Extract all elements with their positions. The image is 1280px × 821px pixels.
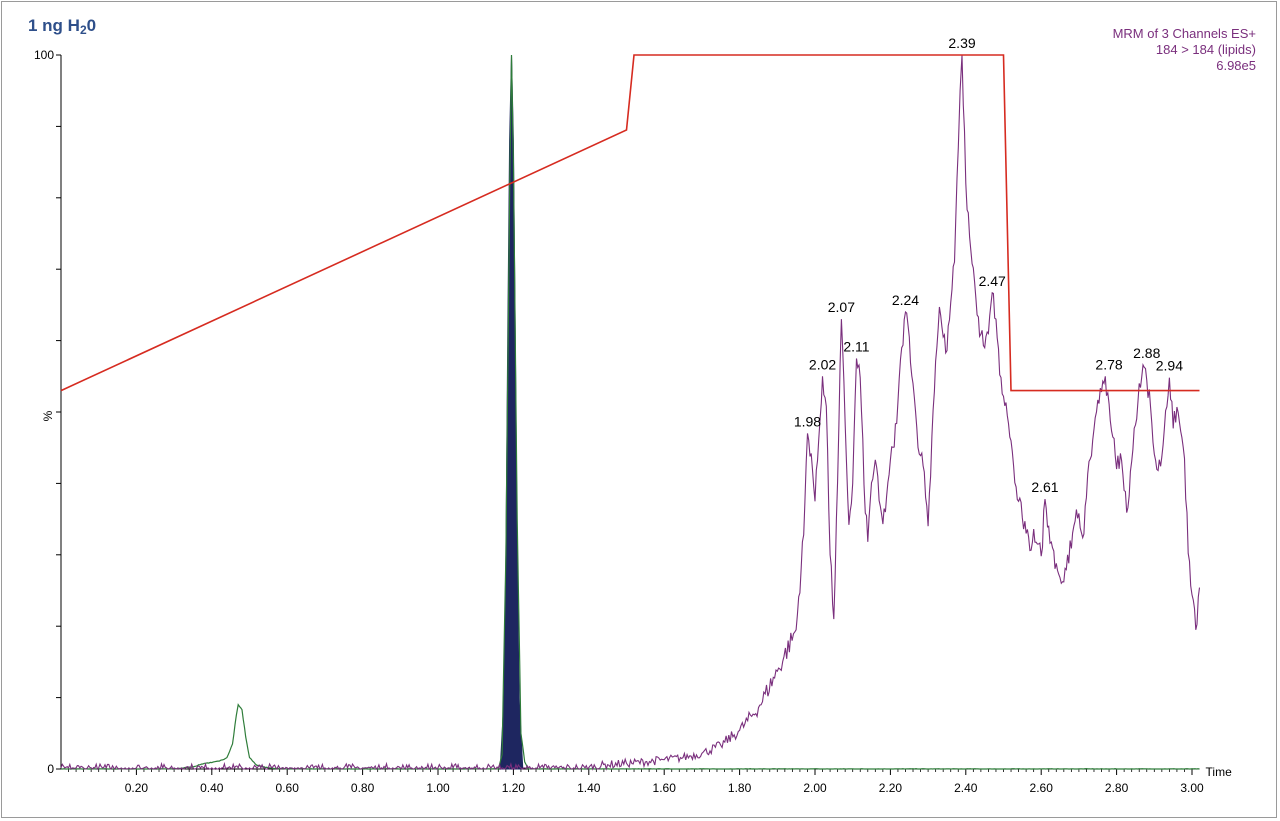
peak-label-2-24: 2.24 <box>892 292 919 308</box>
y-axis-label: % <box>41 410 55 421</box>
x-tick-label: 0.80 <box>351 781 375 795</box>
sample-title-subscript: 2 <box>79 23 87 37</box>
x-tick-label: 1.60 <box>653 781 677 795</box>
channel-info: MRM of 3 Channels ES+ <box>1112 26 1256 41</box>
peak-label-2-78: 2.78 <box>1095 356 1122 372</box>
sample-title-prefix: 1 ng H <box>28 16 80 35</box>
lipids-trace <box>60 54 1201 771</box>
green-trace <box>61 54 1200 770</box>
peak-label-2-39: 2.39 <box>948 35 975 51</box>
peak-label-2-94: 2.94 <box>1156 358 1183 374</box>
x-tick-label: 2.00 <box>803 781 827 795</box>
peak-label-2-02: 2.02 <box>809 356 836 372</box>
peak-label-2-07: 2.07 <box>828 299 855 315</box>
x-tick-label: 1.20 <box>502 781 526 795</box>
peak-label-2-88: 2.88 <box>1133 345 1160 361</box>
peak-label-2-47: 2.47 <box>979 273 1006 289</box>
x-tick-label: 0.60 <box>276 781 300 795</box>
x-tick-label: 1.40 <box>577 781 601 795</box>
sample-title: 1 ng H20 <box>28 16 96 37</box>
peak-label-2-61: 2.61 <box>1031 479 1058 495</box>
x-tick-label: 3.00 <box>1180 781 1204 795</box>
transition-info: 184 > 184 (lipids) <box>1155 42 1256 57</box>
peak-label-2-11: 2.11 <box>843 338 869 354</box>
x-tick-label: 2.60 <box>1030 781 1054 795</box>
peak-label-1-98: 1.98 <box>794 413 821 429</box>
x-tick-label: 2.40 <box>954 781 978 795</box>
gradient-trace <box>60 54 1200 392</box>
x-tick-label: 0.40 <box>200 781 224 795</box>
sample-title-suffix: 0 <box>86 16 97 35</box>
x-tick-label: 0.20 <box>125 781 149 795</box>
x-tick-label: 2.80 <box>1105 781 1129 795</box>
y-tick-label: 100 <box>34 48 54 62</box>
x-tick-label: 1.00 <box>426 781 450 795</box>
y-tick-label: 0 <box>47 762 54 776</box>
x-tick-label: 2.20 <box>879 781 903 795</box>
x-axis-label: Time <box>1206 765 1233 779</box>
intensity-info: 6.98e5 <box>1216 58 1256 73</box>
x-tick-label: 1.80 <box>728 781 752 795</box>
